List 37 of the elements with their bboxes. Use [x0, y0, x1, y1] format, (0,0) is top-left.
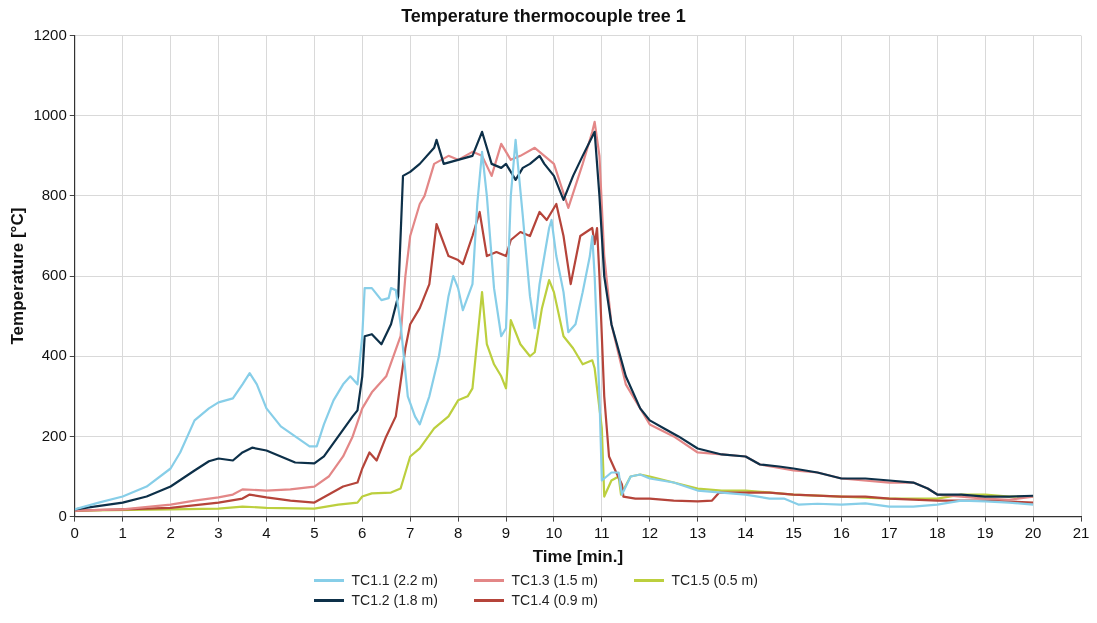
x-tick-label: 16: [833, 523, 850, 541]
y-tick-label: 1000: [33, 105, 67, 123]
x-tick-label: 17: [880, 523, 898, 541]
y-tick-label: 600: [41, 266, 67, 284]
x-tick-label: 2: [166, 523, 175, 541]
y-tick-label: 400: [41, 346, 67, 364]
x-tick-label: 5: [310, 523, 319, 541]
legend-label: TC1.5 (0.5 m): [671, 572, 758, 588]
x-tick-label: 10: [545, 523, 563, 541]
x-tick-label: 19: [976, 523, 994, 541]
x-tick-label: 13: [689, 523, 707, 541]
x-tick-label: 1: [118, 523, 127, 541]
x-axis-title: Time [min.]: [532, 547, 624, 567]
legend-label: TC1.1 (2.2 m): [351, 572, 438, 588]
x-tick-label: 14: [737, 523, 754, 541]
x-tick-label: 7: [406, 523, 415, 541]
y-tick-label: 800: [41, 186, 67, 204]
x-tick-label: 21: [1072, 523, 1090, 541]
x-tick-label: 20: [1024, 523, 1042, 541]
x-tick-label: 15: [785, 523, 802, 541]
x-tick-label: 11: [594, 523, 610, 541]
y-tick-label: 1200: [33, 25, 67, 43]
legend-label: TC1.2 (1.8 m): [351, 592, 438, 608]
x-tick-label: 12: [641, 523, 659, 541]
x-tick-label: 8: [453, 523, 463, 541]
y-axis-title: Temperature [°C]: [7, 207, 27, 345]
x-tick-label: 9: [501, 523, 511, 541]
x-tick-label: 3: [214, 523, 223, 541]
legend-label: TC1.4 (0.9 m): [511, 592, 598, 608]
x-tick-label: 0: [70, 523, 79, 541]
chart-title: Temperature thermocouple tree 1: [401, 5, 686, 26]
x-tick-label: 6: [358, 523, 367, 541]
legend-label: TC1.3 (1.5 m): [511, 572, 598, 588]
x-tick-label: 4: [262, 523, 271, 541]
y-tick-label: 200: [41, 426, 67, 444]
x-tick-label: 18: [928, 523, 946, 541]
y-tick-label: 0: [58, 506, 67, 524]
